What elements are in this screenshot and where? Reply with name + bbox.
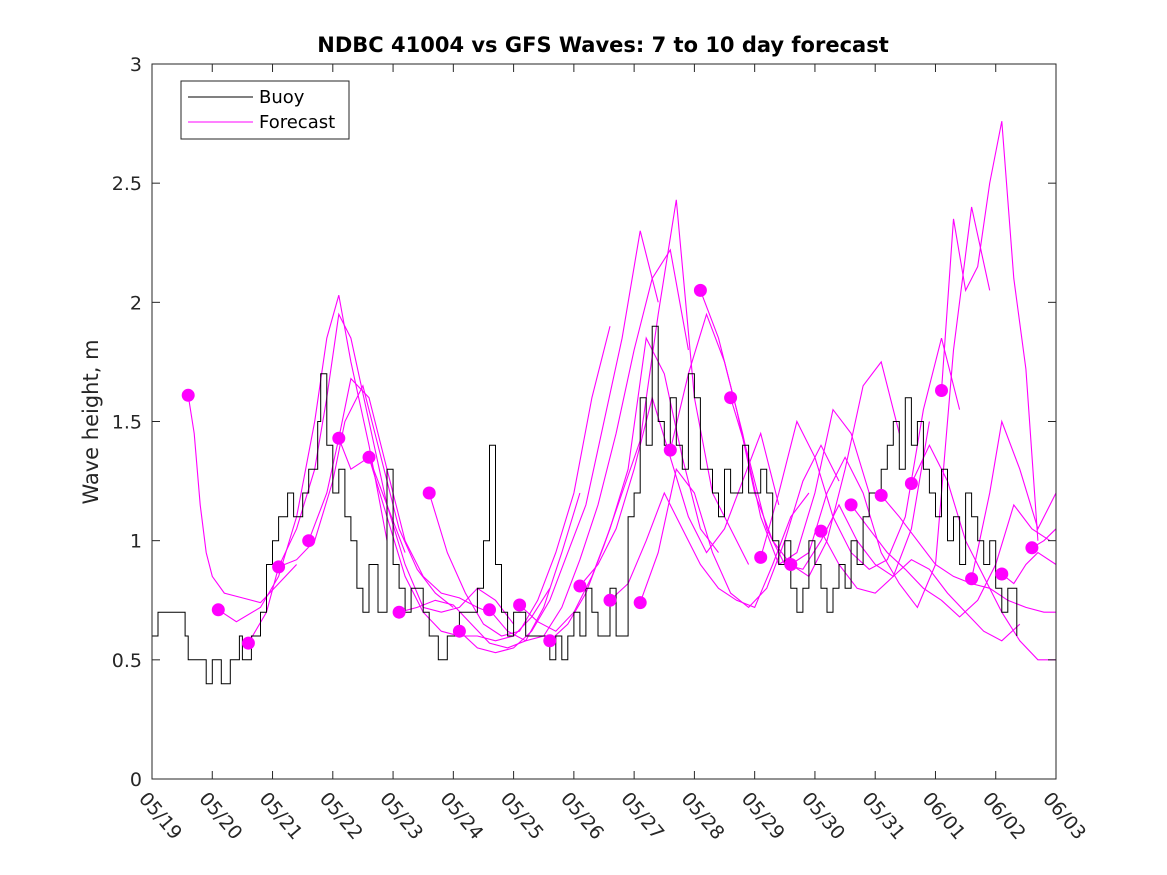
forecast-point-marker xyxy=(904,477,918,490)
forecast-point-marker xyxy=(814,524,828,538)
forecast-point-marker xyxy=(663,443,677,457)
forecast-point-marker xyxy=(633,596,647,610)
forecast-run-line-16 xyxy=(639,444,840,609)
forecast-run-line-21 xyxy=(790,206,991,609)
y-axis-label: Wave height, m xyxy=(79,339,103,504)
legend: Buoy Forecast xyxy=(180,80,350,140)
forecast-run-line-11 xyxy=(489,248,689,642)
forecast-run-line-19 xyxy=(730,397,930,578)
forecast-point-marker xyxy=(483,603,496,617)
forecast-point-marker xyxy=(392,605,406,619)
forecast-run-line-9 xyxy=(428,326,611,637)
forecast-point-marker xyxy=(543,634,557,648)
forecast-point-marker xyxy=(784,558,798,571)
legend-box xyxy=(180,80,350,140)
forecast-point-marker xyxy=(452,624,466,638)
y-tick-label: 3 xyxy=(130,54,142,76)
forecast-point-marker xyxy=(965,572,979,586)
forecast-run-line-27 xyxy=(971,419,1057,579)
forecast-run-line-2 xyxy=(217,295,388,623)
forecast-point-marker xyxy=(241,636,255,650)
y-tick-label: 0.5 xyxy=(112,650,142,672)
plot-area xyxy=(152,121,1057,685)
forecast-point-marker xyxy=(272,560,286,574)
forecast-point-marker xyxy=(332,431,346,445)
forecast-point-marker xyxy=(513,598,527,612)
buoy-line xyxy=(152,325,1018,685)
forecast-run-line-13 xyxy=(549,199,750,642)
forecast-point-marker xyxy=(603,593,617,607)
forecast-point-marker xyxy=(874,488,888,502)
forecast-run-line-23 xyxy=(850,503,1051,618)
forecast-run-line-14 xyxy=(579,395,780,587)
forecast-point-marker xyxy=(362,450,376,464)
forecast-point-marker xyxy=(693,283,707,297)
forecast-run-line-8 xyxy=(398,492,581,649)
forecast-point-marker xyxy=(573,579,587,593)
y-tick-label: 2 xyxy=(130,292,142,314)
y-tick-label: 1 xyxy=(130,531,142,553)
legend-forecast-label: Forecast xyxy=(259,112,335,133)
forecast-run-line-10 xyxy=(459,230,659,654)
y-tick-label: 2.5 xyxy=(112,173,142,195)
forecast-run-line-5 xyxy=(308,377,490,613)
forecast-point-marker xyxy=(754,550,768,564)
forecast-run-line-25 xyxy=(910,444,1056,661)
y-tick-label: 0 xyxy=(130,769,142,791)
forecast-run-line-28 xyxy=(1001,551,1057,585)
forecast-run-line-22 xyxy=(820,530,1021,642)
forecast-point-marker xyxy=(422,486,436,500)
forecast-point-marker xyxy=(844,498,858,512)
forecast-run-line-20 xyxy=(760,337,961,570)
chart-title: NDBC 41004 vs GFS Waves: 7 to 10 day for… xyxy=(317,33,888,57)
forecast-point-marker xyxy=(724,391,738,405)
forecast-point-marker xyxy=(935,384,948,397)
forecast-run-line-17 xyxy=(669,312,870,566)
legend-buoy-label: Buoy xyxy=(259,87,305,108)
forecast-point-marker xyxy=(302,534,316,548)
forecast-run-line-1 xyxy=(187,395,298,604)
forecast-point-marker xyxy=(995,567,1009,581)
forecast-point-marker xyxy=(1025,541,1039,555)
forecast-point-marker xyxy=(211,603,225,617)
forecast-run-line-26 xyxy=(940,121,1039,541)
forecast-point-marker xyxy=(181,388,195,402)
y-tick-label: 1.5 xyxy=(112,412,142,434)
